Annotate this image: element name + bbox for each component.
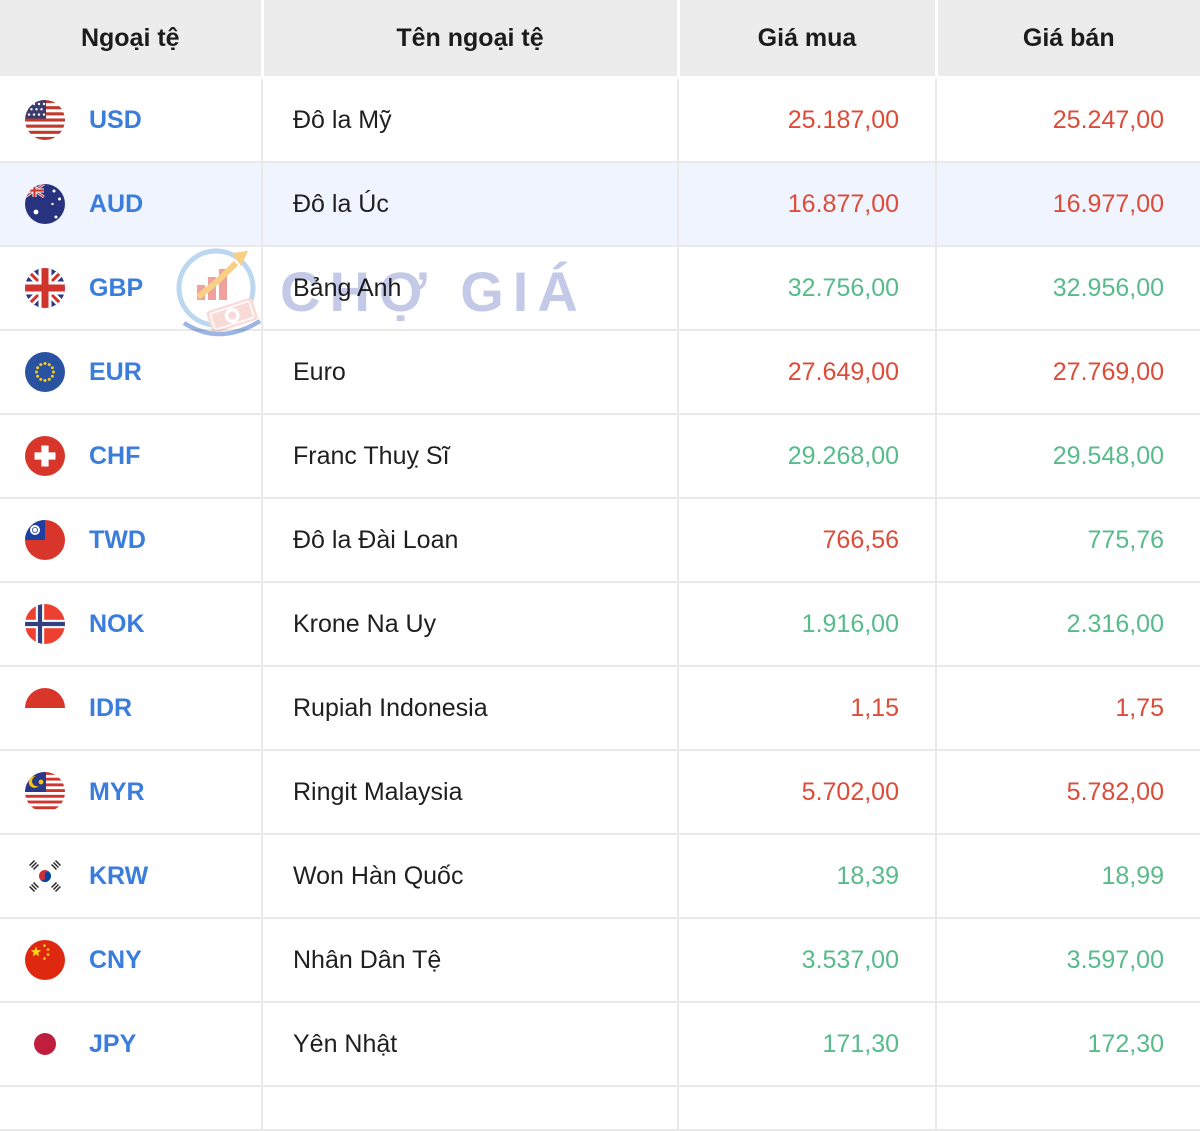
table-row[interactable]: AUD Đô la Úc 16.877,00 16.977,00 [0, 161, 1200, 247]
currency-cell: MYR [0, 749, 263, 835]
flag-chf-icon [25, 436, 65, 476]
column-header-name: Tên ngoại tệ [260, 0, 680, 79]
column-header-sell-price: Giá bán [934, 0, 1200, 79]
currency-cell: CHF [0, 413, 263, 499]
table-body: USD Đô la Mỹ 25.187,00 25.247,00 AUD Đô … [0, 76, 1200, 1131]
currency-cell: KRW [0, 833, 263, 919]
sell-price: 3.597,00 [935, 917, 1200, 1003]
currency-cell: IDR [0, 665, 263, 751]
currency-name: Đô la Úc [261, 161, 679, 247]
buy-price: 27.649,00 [677, 329, 937, 415]
buy-price: 171,30 [677, 1001, 937, 1087]
table-row[interactable]: EUR Euro 27.649,00 27.769,00 [0, 329, 1200, 415]
flag-myr-icon [25, 772, 65, 812]
flag-cny-icon [25, 940, 65, 980]
currency-code-link[interactable]: JPY [89, 1029, 137, 1058]
table-row[interactable]: GBP Bảng Anh 32.756,00 32.956,00 [0, 245, 1200, 331]
currency-cell: CNY [0, 917, 263, 1003]
currency-cell: USD [0, 76, 263, 163]
currency-name: Đô la Đài Loan [261, 497, 679, 583]
buy-price: 16.877,00 [677, 161, 937, 247]
flag-twd-icon [25, 520, 65, 560]
column-header-buy-price: Giá mua [676, 0, 938, 79]
table-row[interactable]: IDR Rupiah Indonesia 1,15 1,75 [0, 665, 1200, 751]
buy-price: 5.702,00 [677, 749, 937, 835]
buy-price: 18,39 [677, 833, 937, 919]
sell-price: 16.977,00 [935, 161, 1200, 247]
buy-price: 32.756,00 [677, 245, 937, 331]
currency-cell: NOK [0, 581, 263, 667]
flag-jpy-icon [25, 1024, 65, 1064]
buy-price: 766,56 [677, 497, 937, 583]
table-row[interactable]: NOK Krone Na Uy 1.916,00 2.316,00 [0, 581, 1200, 667]
currency-name: Franc Thuỵ Sĩ [261, 413, 679, 499]
currency-name: Ringit Malaysia [261, 749, 679, 835]
sell-price: 172,30 [935, 1001, 1200, 1087]
column-header-currency: Ngoại tệ [0, 0, 264, 79]
table-row[interactable]: USD Đô la Mỹ 25.187,00 25.247,00 [0, 76, 1200, 163]
sell-price: 32.956,00 [935, 245, 1200, 331]
currency-code-link[interactable]: NOK [89, 609, 145, 638]
currency-code-link[interactable]: USD [89, 105, 142, 134]
table-row[interactable]: TWD Đô la Đài Loan 766,56 775,76 [0, 497, 1200, 583]
table-row[interactable]: MYR Ringit Malaysia 5.702,00 5.782,00 [0, 749, 1200, 835]
currency-code-link[interactable]: GBP [89, 273, 144, 302]
flag-nok-icon [25, 604, 65, 644]
table-row-partial[interactable] [0, 1085, 1200, 1131]
flag-krw-icon [25, 856, 65, 896]
table-row[interactable]: CNY Nhân Dân Tệ 3.537,00 3.597,00 [0, 917, 1200, 1003]
table-row[interactable]: JPY Yên Nhật 171,30 172,30 [0, 1001, 1200, 1087]
currency-cell: AUD [0, 161, 263, 247]
currency-code-link[interactable]: CNY [89, 945, 142, 974]
table-row[interactable]: CHF Franc Thuỵ Sĩ 29.268,00 29.548,00 [0, 413, 1200, 499]
flag-usd-icon [25, 100, 65, 140]
buy-price: 3.537,00 [677, 917, 937, 1003]
currency-code-link[interactable]: CHF [89, 441, 141, 470]
currency-name: Euro [261, 329, 679, 415]
currency-code-link[interactable]: EUR [89, 357, 142, 386]
sell-price: 25.247,00 [935, 76, 1200, 163]
buy-price: 25.187,00 [677, 76, 937, 163]
currency-code-link[interactable]: KRW [89, 861, 149, 890]
currency-code-link[interactable]: AUD [89, 189, 144, 218]
currency-cell: JPY [0, 1001, 263, 1087]
table-row[interactable]: KRW Won Hàn Quốc 18,39 18,99 [0, 833, 1200, 919]
sell-price: 2.316,00 [935, 581, 1200, 667]
flag-gbp-icon [25, 268, 65, 308]
currency-cell: TWD [0, 497, 263, 583]
flag-eur-icon [25, 352, 65, 392]
flag-aud-icon [25, 184, 65, 224]
sell-price: 1,75 [935, 665, 1200, 751]
currency-code-link[interactable]: TWD [89, 525, 146, 554]
buy-price: 1.916,00 [677, 581, 937, 667]
currency-name: Won Hàn Quốc [261, 833, 679, 919]
sell-price: 775,76 [935, 497, 1200, 583]
currency-name: Krone Na Uy [261, 581, 679, 667]
currency-cell: EUR [0, 329, 263, 415]
currency-code-link[interactable]: IDR [89, 693, 133, 722]
currency-cell: GBP [0, 245, 263, 331]
currency-code-link[interactable]: MYR [89, 777, 145, 806]
table-header-row: Ngoại tệ Tên ngoại tệ Giá mua Giá bán [0, 0, 1200, 79]
buy-price: 29.268,00 [677, 413, 937, 499]
currency-name: Rupiah Indonesia [261, 665, 679, 751]
currency-name: Đô la Mỹ [261, 76, 679, 163]
sell-price: 5.782,00 [935, 749, 1200, 835]
flag-idr-icon [25, 688, 65, 728]
buy-price: 1,15 [677, 665, 937, 751]
sell-price: 27.769,00 [935, 329, 1200, 415]
currency-name: Yên Nhật [261, 1001, 679, 1087]
sell-price: 18,99 [935, 833, 1200, 919]
sell-price: 29.548,00 [935, 413, 1200, 499]
currency-name: Bảng Anh [261, 245, 679, 331]
currency-name: Nhân Dân Tệ [261, 917, 679, 1003]
